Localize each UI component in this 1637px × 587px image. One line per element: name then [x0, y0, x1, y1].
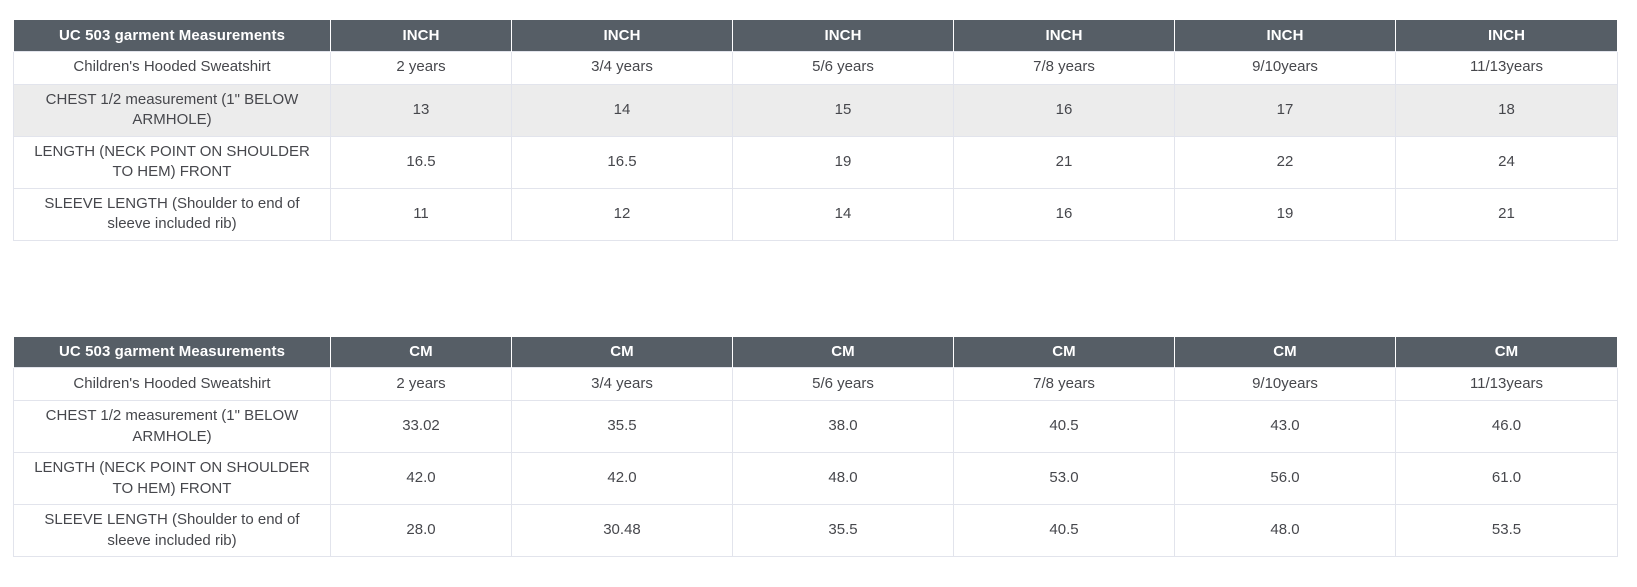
table-row: SLEEVE LENGTH (Shoulder to end of sleeve…: [13, 187, 1618, 241]
value-cell: 40.5: [953, 504, 1175, 557]
value-cell: 16: [953, 83, 1175, 137]
value-cell: 11/13years: [1395, 50, 1618, 85]
value-cell: 48.0: [732, 452, 954, 505]
value-cell: 46.0: [1395, 400, 1618, 453]
value-cell: 19: [732, 135, 954, 189]
unit-header-cell: CM: [732, 336, 954, 368]
value-cell: 42.0: [330, 452, 512, 505]
unit-header-cell: CM: [330, 336, 512, 368]
value-cell: 3/4 years: [511, 367, 733, 401]
value-cell: 11/13years: [1395, 367, 1618, 401]
measurements-title-cell: UC 503 garment Measurements: [13, 336, 331, 368]
size-chart-page: UC 503 garment Measurements INCH INCH INCH I…: [13, 20, 1618, 557]
row-label-cell: Children's Hooded Sweatshirt: [13, 367, 331, 401]
value-cell: 42.0: [511, 452, 733, 505]
row-label-cell: CHEST 1/2 measurement (1" BELOW ARMHOLE): [13, 83, 331, 137]
value-cell: 53.0: [953, 452, 1175, 505]
value-cell: 9/10years: [1174, 50, 1396, 85]
table-row: Children's Hooded Sweatshirt 2 years 3/4 y…: [13, 50, 1618, 85]
size-table-inch: UC 503 garment Measurements INCH INCH INCH I…: [13, 20, 1618, 241]
value-cell: 7/8 years: [953, 367, 1175, 401]
unit-header-cell: INCH: [953, 20, 1175, 51]
unit-header-cell: INCH: [1395, 20, 1618, 51]
table-row: LENGTH (NECK POINT ON SHOULDER TO HEM) F…: [13, 452, 1618, 505]
table-row: LENGTH (NECK POINT ON SHOULDER TO HEM) F…: [13, 135, 1618, 189]
table-row: SLEEVE LENGTH (Shoulder to end of sleeve…: [13, 504, 1618, 557]
value-cell: 24: [1395, 135, 1618, 189]
value-cell: 18: [1395, 83, 1618, 137]
value-cell: 35.5: [511, 400, 733, 453]
value-cell: 7/8 years: [953, 50, 1175, 85]
value-cell: 14: [732, 187, 954, 241]
value-cell: 48.0: [1174, 504, 1396, 557]
value-cell: 43.0: [1174, 400, 1396, 453]
value-cell: 16.5: [330, 135, 512, 189]
unit-header-cell: INCH: [511, 20, 733, 51]
value-cell: 12: [511, 187, 733, 241]
size-table-cm: UC 503 garment Measurements CM CM CM CM CM CM C…: [13, 336, 1618, 557]
row-label-cell: LENGTH (NECK POINT ON SHOULDER TO HEM) F…: [13, 452, 331, 505]
unit-header-cell: CM: [1395, 336, 1618, 368]
value-cell: 21: [1395, 187, 1618, 241]
value-cell: 9/10years: [1174, 367, 1396, 401]
value-cell: 56.0: [1174, 452, 1396, 505]
table-header-row: UC 503 garment Measurements INCH INCH INCH I…: [13, 20, 1618, 51]
value-cell: 3/4 years: [511, 50, 733, 85]
value-cell: 15: [732, 83, 954, 137]
row-label-cell: CHEST 1/2 measurement (1" BELOW ARMHOLE): [13, 400, 331, 453]
value-cell: 11: [330, 187, 512, 241]
unit-header-cell: INCH: [1174, 20, 1396, 51]
measurements-title-cell: UC 503 garment Measurements: [13, 20, 331, 51]
value-cell: 38.0: [732, 400, 954, 453]
value-cell: 21: [953, 135, 1175, 189]
value-cell: 16.5: [511, 135, 733, 189]
value-cell: 17: [1174, 83, 1396, 137]
row-label-cell: Children's Hooded Sweatshirt: [13, 50, 331, 85]
unit-header-cell: INCH: [732, 20, 954, 51]
row-label-cell: SLEEVE LENGTH (Shoulder to end of sleeve…: [13, 187, 331, 241]
value-cell: 30.48: [511, 504, 733, 557]
value-cell: 5/6 years: [732, 50, 954, 85]
value-cell: 2 years: [330, 367, 512, 401]
value-cell: 2 years: [330, 50, 512, 85]
unit-header-cell: CM: [953, 336, 1175, 368]
value-cell: 40.5: [953, 400, 1175, 453]
value-cell: 53.5: [1395, 504, 1618, 557]
unit-header-cell: CM: [511, 336, 733, 368]
table-row: CHEST 1/2 measurement (1" BELOW ARMHOLE)…: [13, 400, 1618, 453]
value-cell: 33.02: [330, 400, 512, 453]
table-row: CHEST 1/2 measurement (1" BELOW ARMHOLE)…: [13, 83, 1618, 137]
row-label-cell: LENGTH (NECK POINT ON SHOULDER TO HEM) F…: [13, 135, 331, 189]
unit-header-cell: CM: [1174, 336, 1396, 368]
value-cell: 16: [953, 187, 1175, 241]
value-cell: 13: [330, 83, 512, 137]
value-cell: 35.5: [732, 504, 954, 557]
value-cell: 5/6 years: [732, 367, 954, 401]
row-label-cell: SLEEVE LENGTH (Shoulder to end of sleeve…: [13, 504, 331, 557]
unit-header-cell: INCH: [330, 20, 512, 51]
value-cell: 22: [1174, 135, 1396, 189]
value-cell: 19: [1174, 187, 1396, 241]
table-header-row: UC 503 garment Measurements CM CM CM CM CM CM: [13, 336, 1618, 368]
table-row: Children's Hooded Sweatshirt 2 years 3/4 y…: [13, 367, 1618, 401]
value-cell: 61.0: [1395, 452, 1618, 505]
value-cell: 14: [511, 83, 733, 137]
value-cell: 28.0: [330, 504, 512, 557]
